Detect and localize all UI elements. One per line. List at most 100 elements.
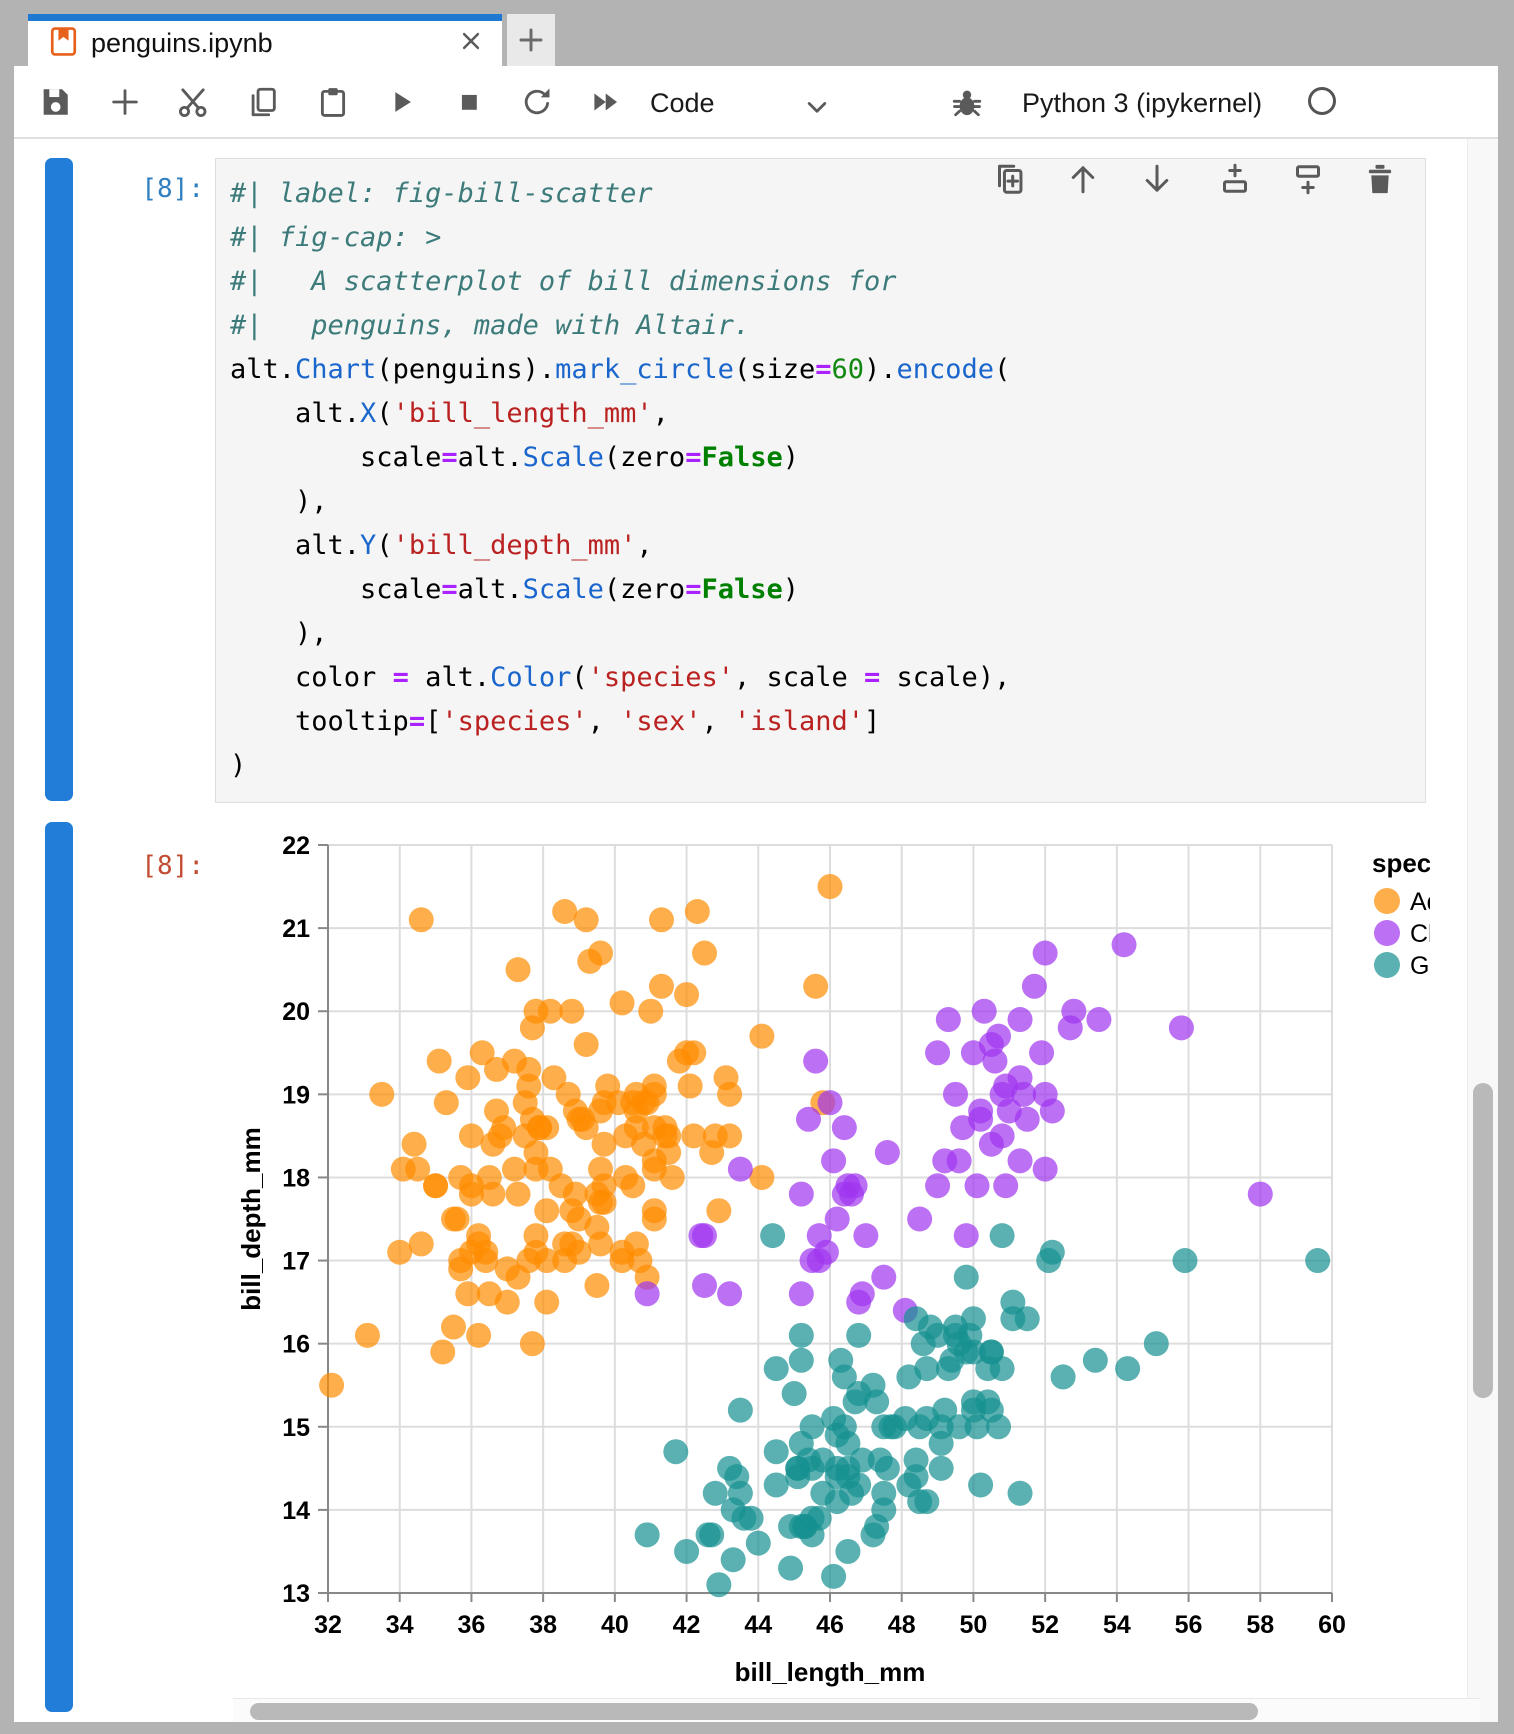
scatter-point[interactable] xyxy=(1021,973,1047,999)
scatter-point[interactable] xyxy=(907,1206,933,1232)
scatter-point[interactable] xyxy=(788,1322,814,1348)
scatter-point[interactable] xyxy=(458,1181,484,1207)
scatter-point[interactable] xyxy=(803,973,829,999)
scatter-point[interactable] xyxy=(1014,1106,1040,1132)
scatter-point[interactable] xyxy=(516,1073,542,1099)
scatter-point[interactable] xyxy=(817,1090,843,1116)
scatter-point[interactable] xyxy=(519,1331,545,1357)
scatter-point[interactable] xyxy=(745,1530,771,1556)
scatter-point[interactable] xyxy=(523,1156,549,1182)
scatter-point[interactable] xyxy=(989,1081,1015,1107)
scatter-point[interactable] xyxy=(860,1372,886,1398)
scatter-point[interactable] xyxy=(717,1123,743,1149)
insert-cell-below-icon[interactable] xyxy=(1290,161,1326,197)
scatter-point[interactable] xyxy=(935,1007,961,1033)
scatter-point[interactable] xyxy=(846,1322,872,1348)
scatter-point[interactable] xyxy=(975,1356,1001,1382)
scatter-point[interactable] xyxy=(588,1231,614,1257)
scatter-point[interactable] xyxy=(1014,1306,1040,1332)
scatter-point[interactable] xyxy=(799,1455,825,1481)
scatter-point[interactable] xyxy=(469,1040,495,1066)
scatter-point[interactable] xyxy=(795,1106,821,1132)
scatter-point[interactable] xyxy=(788,1281,814,1307)
scatter-point[interactable] xyxy=(458,1123,484,1149)
scatter-point[interactable] xyxy=(501,1156,527,1182)
kernel-name[interactable]: Python 3 (ipykernel) xyxy=(1022,88,1263,118)
scatter-point[interactable] xyxy=(433,1090,459,1116)
cell-type-select[interactable]: Code xyxy=(650,88,715,118)
stop-kernel-icon[interactable] xyxy=(452,85,486,119)
scatter-point[interactable] xyxy=(971,998,997,1024)
scatter-point[interactable] xyxy=(831,1181,857,1207)
scatter-point[interactable] xyxy=(1032,1156,1058,1182)
scatter-point[interactable] xyxy=(989,1123,1015,1149)
scatter-point[interactable] xyxy=(573,1031,599,1057)
scatter-point[interactable] xyxy=(559,998,585,1024)
scatter-point[interactable] xyxy=(369,1081,395,1107)
scatter-point[interactable] xyxy=(1029,1040,1055,1066)
scatter-point[interactable] xyxy=(989,1223,1015,1249)
scatter-point[interactable] xyxy=(986,1023,1012,1049)
scatter-point[interactable] xyxy=(717,1281,743,1307)
scatter-point[interactable] xyxy=(634,1281,660,1307)
scatter-point[interactable] xyxy=(953,1264,979,1290)
scatter-point[interactable] xyxy=(806,1223,832,1249)
insert-cell-above-icon[interactable] xyxy=(1217,161,1253,197)
scatter-point[interactable] xyxy=(534,1198,560,1224)
scatter-point[interactable] xyxy=(573,907,599,933)
scatter-point[interactable] xyxy=(444,1206,470,1232)
scatter-point[interactable] xyxy=(821,1148,847,1174)
scatter-point[interactable] xyxy=(573,1115,599,1141)
scatter-point[interactable] xyxy=(788,1181,814,1207)
scatter-point[interactable] xyxy=(860,1522,886,1548)
scatter-point[interactable] xyxy=(982,1048,1008,1074)
scatter-point[interactable] xyxy=(964,1173,990,1199)
scatter-point[interactable] xyxy=(946,1414,972,1440)
scatter-point[interactable] xyxy=(946,1148,972,1174)
scatter-point[interactable] xyxy=(831,1115,857,1141)
scatter-point[interactable] xyxy=(1032,940,1058,966)
scatter-point[interactable] xyxy=(702,1480,728,1506)
scatter-point[interactable] xyxy=(430,1339,456,1365)
scatter-point[interactable] xyxy=(505,1181,531,1207)
debugger-bug-icon[interactable] xyxy=(950,85,984,119)
scatter-point[interactable] xyxy=(831,1364,857,1390)
scatter-point[interactable] xyxy=(523,1223,549,1249)
scatter-point[interactable] xyxy=(319,1372,345,1398)
move-cell-up-icon[interactable] xyxy=(1065,161,1101,197)
scatter-point[interactable] xyxy=(749,1164,775,1190)
scatter-point[interactable] xyxy=(609,990,635,1016)
scatter-point[interactable] xyxy=(1050,1364,1076,1390)
scatter-point[interactable] xyxy=(943,1081,968,1107)
scatter-point[interactable] xyxy=(1039,1098,1065,1124)
scatter-point[interactable] xyxy=(1305,1248,1331,1274)
scatter-point[interactable] xyxy=(656,1123,682,1149)
scatter-point[interactable] xyxy=(505,957,531,983)
scatter-point[interactable] xyxy=(817,874,843,900)
scatter-point[interactable] xyxy=(1082,1347,1108,1373)
vertical-scrollbar-track[interactable] xyxy=(1467,139,1498,1722)
scatter-point[interactable] xyxy=(871,1264,897,1290)
scatter-point[interactable] xyxy=(1039,1239,1065,1265)
scatter-point[interactable] xyxy=(401,1131,427,1157)
scatter-point[interactable] xyxy=(978,1397,1004,1423)
scatter-point[interactable] xyxy=(1143,1331,1169,1357)
scatter-point[interactable] xyxy=(692,1272,717,1298)
scatter-point[interactable] xyxy=(968,1106,994,1132)
scatter-point[interactable] xyxy=(591,1090,617,1116)
scatter-point[interactable] xyxy=(824,1206,850,1232)
scatter-point[interactable] xyxy=(663,1439,689,1465)
scatter-point[interactable] xyxy=(781,1381,807,1407)
scatter-point[interactable] xyxy=(634,1522,660,1548)
scatter-point[interactable] xyxy=(835,1538,861,1564)
scatter-point[interactable] xyxy=(788,1347,814,1373)
scatter-point[interactable] xyxy=(613,1123,639,1149)
scatter-point[interactable] xyxy=(534,1289,560,1315)
scatter-point[interactable] xyxy=(727,1397,753,1423)
scatter-point[interactable] xyxy=(1000,1289,1026,1315)
scatter-point[interactable] xyxy=(964,1414,990,1440)
scatter-point[interactable] xyxy=(638,998,664,1024)
scatter-point[interactable] xyxy=(623,1081,649,1107)
scatter-point[interactable] xyxy=(806,1248,832,1274)
scatter-point[interactable] xyxy=(778,1555,804,1581)
